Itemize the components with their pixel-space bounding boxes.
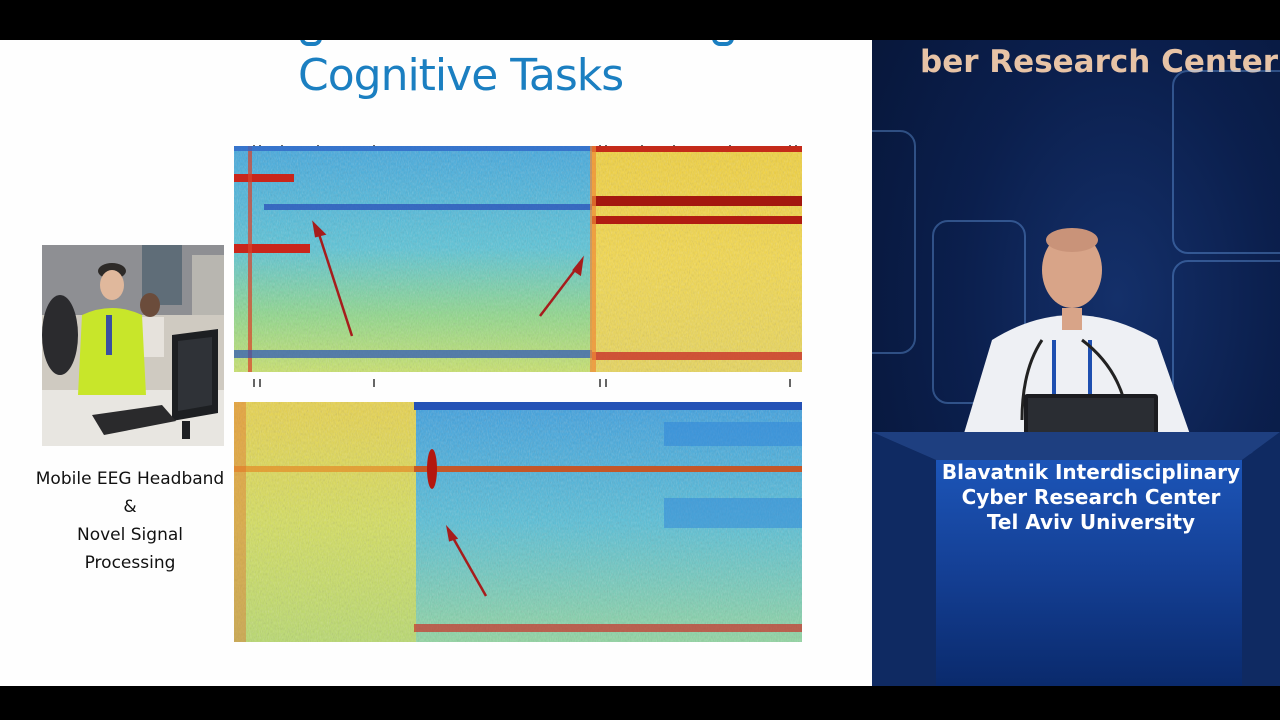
top-spectrogram-tick-marks xyxy=(234,138,802,153)
slide-title: Cognitive Tasks xyxy=(298,50,624,101)
stage-light-panel xyxy=(872,130,916,354)
participant-photo xyxy=(42,245,224,446)
caption-line-1: Mobile EEG Headband & xyxy=(35,469,225,517)
podium-line-3: Tel Aviv University xyxy=(986,510,1196,534)
podium-line-1: Blavatnik Interdisciplinary xyxy=(941,460,1241,484)
slide-title-cropped-line xyxy=(292,40,742,46)
spectrogram-bottom xyxy=(234,402,802,642)
podium-line-2: Cyber Research Center xyxy=(961,485,1221,509)
presentation-slide: Cognitive Tasks Mobile EEG Headband & No… xyxy=(0,40,872,686)
photo-caption: Mobile EEG Headband & Novel Signal Proce… xyxy=(30,465,230,577)
letterbox-top xyxy=(0,0,1280,40)
stage-banner-text: ber Research Center xyxy=(920,44,1279,80)
podium-sign: Blavatnik Interdisciplinary Cyber Resear… xyxy=(932,460,1250,535)
top-spectrogram-bottom-ticks xyxy=(234,372,802,387)
stage-light-panel xyxy=(1172,70,1280,254)
podium xyxy=(872,432,1280,686)
caption-line-2: Novel Signal Processing xyxy=(77,525,183,573)
stage-video: ber Research Center Blavatnik Interdisc xyxy=(872,40,1280,686)
spectrogram-top xyxy=(234,146,802,372)
letterbox-bottom xyxy=(0,686,1280,720)
